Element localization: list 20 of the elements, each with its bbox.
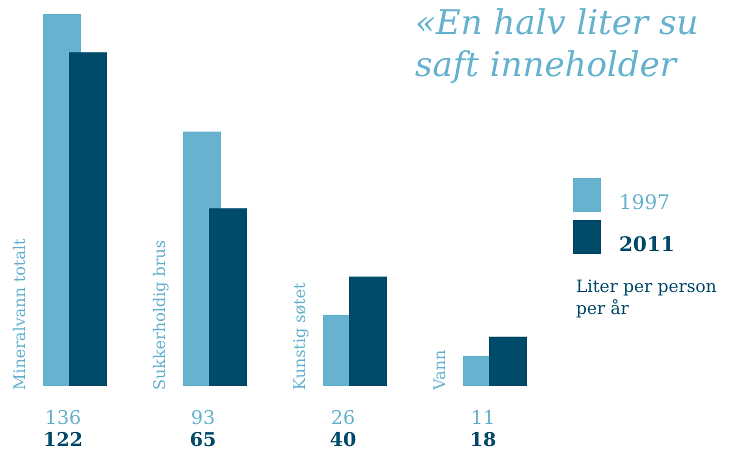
data-label: 40 [330,429,356,449]
bar [209,208,247,386]
bar [69,52,107,386]
data-label: 11 [470,407,496,429]
y-axis-title: Liter per person per år [576,276,718,320]
bar [349,276,387,386]
x-tick-label: Sukkerholdig brus [150,240,169,390]
chart-title: «En halv liter su saft inneholder [415,2,698,86]
data-label: 26 [330,407,356,429]
legend-label: 2011 [619,232,675,256]
legend-label: 1997 [619,190,670,214]
x-tick-label: Kunstig søtet [290,282,309,390]
x-tick-label: Vann [430,350,449,391]
data-label: 122 [43,429,83,449]
bar [489,336,527,386]
data-label: 93 [190,407,216,429]
data-label: 136 [44,407,82,429]
data-label: 18 [470,429,496,449]
data-label: 65 [190,429,216,449]
x-tick-label: Mineralvann totalt [10,238,29,390]
